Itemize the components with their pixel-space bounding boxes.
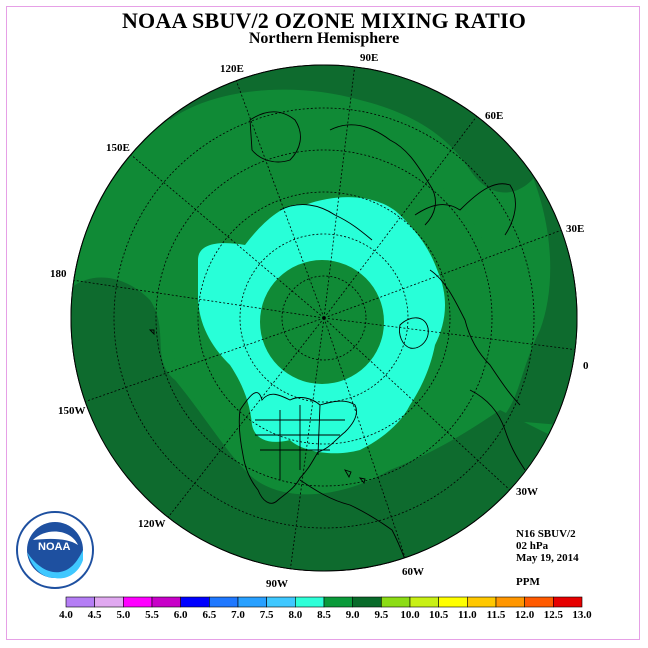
colorbar-swatch: [151, 596, 181, 608]
lon-label-150e: 150E: [106, 142, 130, 154]
lon-label-30w: 30W: [516, 486, 538, 498]
colorbar-tick-label: 6.5: [202, 609, 217, 621]
units-label: PPM: [516, 576, 540, 588]
lon-label-60e: 60E: [485, 110, 504, 122]
colorbar-swatch: [381, 596, 411, 608]
lon-label-90e: 90E: [360, 52, 379, 64]
lon-label-0: 0: [583, 360, 589, 372]
colorbar-swatch: [180, 596, 210, 608]
figure-frame: [6, 6, 640, 640]
lon-label-120e: 120E: [220, 63, 244, 75]
date-label: May 19, 2014: [516, 552, 579, 564]
colorbar-tick-label: 11.5: [486, 609, 506, 621]
colorbar-tick-label: 5.5: [145, 609, 159, 621]
colorbar-swatch: [209, 596, 239, 608]
lon-label-90w: 90W: [266, 578, 288, 590]
map-title: NOAA SBUV/2 OZONE MIXING RATIO: [121, 8, 527, 33]
colorbar-tick-label: 13.0: [572, 609, 592, 621]
lon-label-60w: 60W: [402, 566, 424, 578]
colorbar-swatch: [123, 596, 153, 608]
colorbar-swatch: [467, 596, 497, 608]
colorbar-tick-label: 10.0: [400, 609, 420, 621]
colorbar-tick-label: 12.0: [515, 609, 535, 621]
colorbar-swatch: [409, 596, 439, 608]
colorbar-swatch: [438, 596, 468, 608]
lon-label-180: 180: [50, 268, 67, 280]
map-subtitle: Northern Hemisphere: [248, 30, 400, 47]
colorbar-tick-label: 8.5: [317, 609, 331, 621]
colorbar-swatch: [295, 596, 325, 608]
colorbar-swatch: [553, 596, 583, 608]
colorbar-tick-label: 4.0: [59, 609, 73, 621]
lon-label-30e: 30E: [566, 223, 585, 235]
colorbar-tick-label: 7.5: [259, 609, 274, 621]
lon-label-120w: 120W: [138, 518, 166, 530]
colorbar-swatch: [495, 596, 525, 608]
colorbar-tick-label: 8.0: [288, 609, 303, 621]
latitude-circles: [113, 107, 535, 529]
colorbar: [65, 596, 583, 608]
colorbar-tick-label: 12.5: [543, 609, 563, 621]
lon-label-150w: 150W: [58, 405, 86, 417]
colorbar-swatch: [65, 596, 95, 608]
colorbar-tick-label: 9.5: [374, 609, 389, 621]
colorbar-tick-label: 7.0: [231, 609, 245, 621]
colorbar-swatch: [323, 596, 353, 608]
polar-cap: [260, 260, 384, 384]
coastlines: [148, 111, 526, 571]
colorbar-tick-label: 11.0: [458, 609, 477, 621]
colorbar-swatch: [237, 596, 267, 608]
colorbar-tick-label: 9.0: [345, 609, 360, 621]
colorbar-tick-label: 4.5: [87, 609, 102, 621]
meridians: [71, 65, 577, 571]
contour-9-0-east: [500, 150, 577, 430]
colorbar-tick-label: 5.0: [116, 609, 131, 621]
colorbar-tick-label: 6.0: [173, 609, 188, 621]
colorbar-swatch: [266, 596, 296, 608]
satellite-label: N16 SBUV/2: [516, 528, 576, 540]
noaa-logo-text: NOAA: [38, 541, 71, 553]
colorbar-tick-label: 10.5: [429, 609, 449, 621]
pressure-label: 02 hPa: [516, 540, 549, 552]
colorbar-swatch: [524, 596, 554, 608]
colorbar-swatch: [94, 596, 124, 608]
colorbar-swatch: [352, 596, 382, 608]
